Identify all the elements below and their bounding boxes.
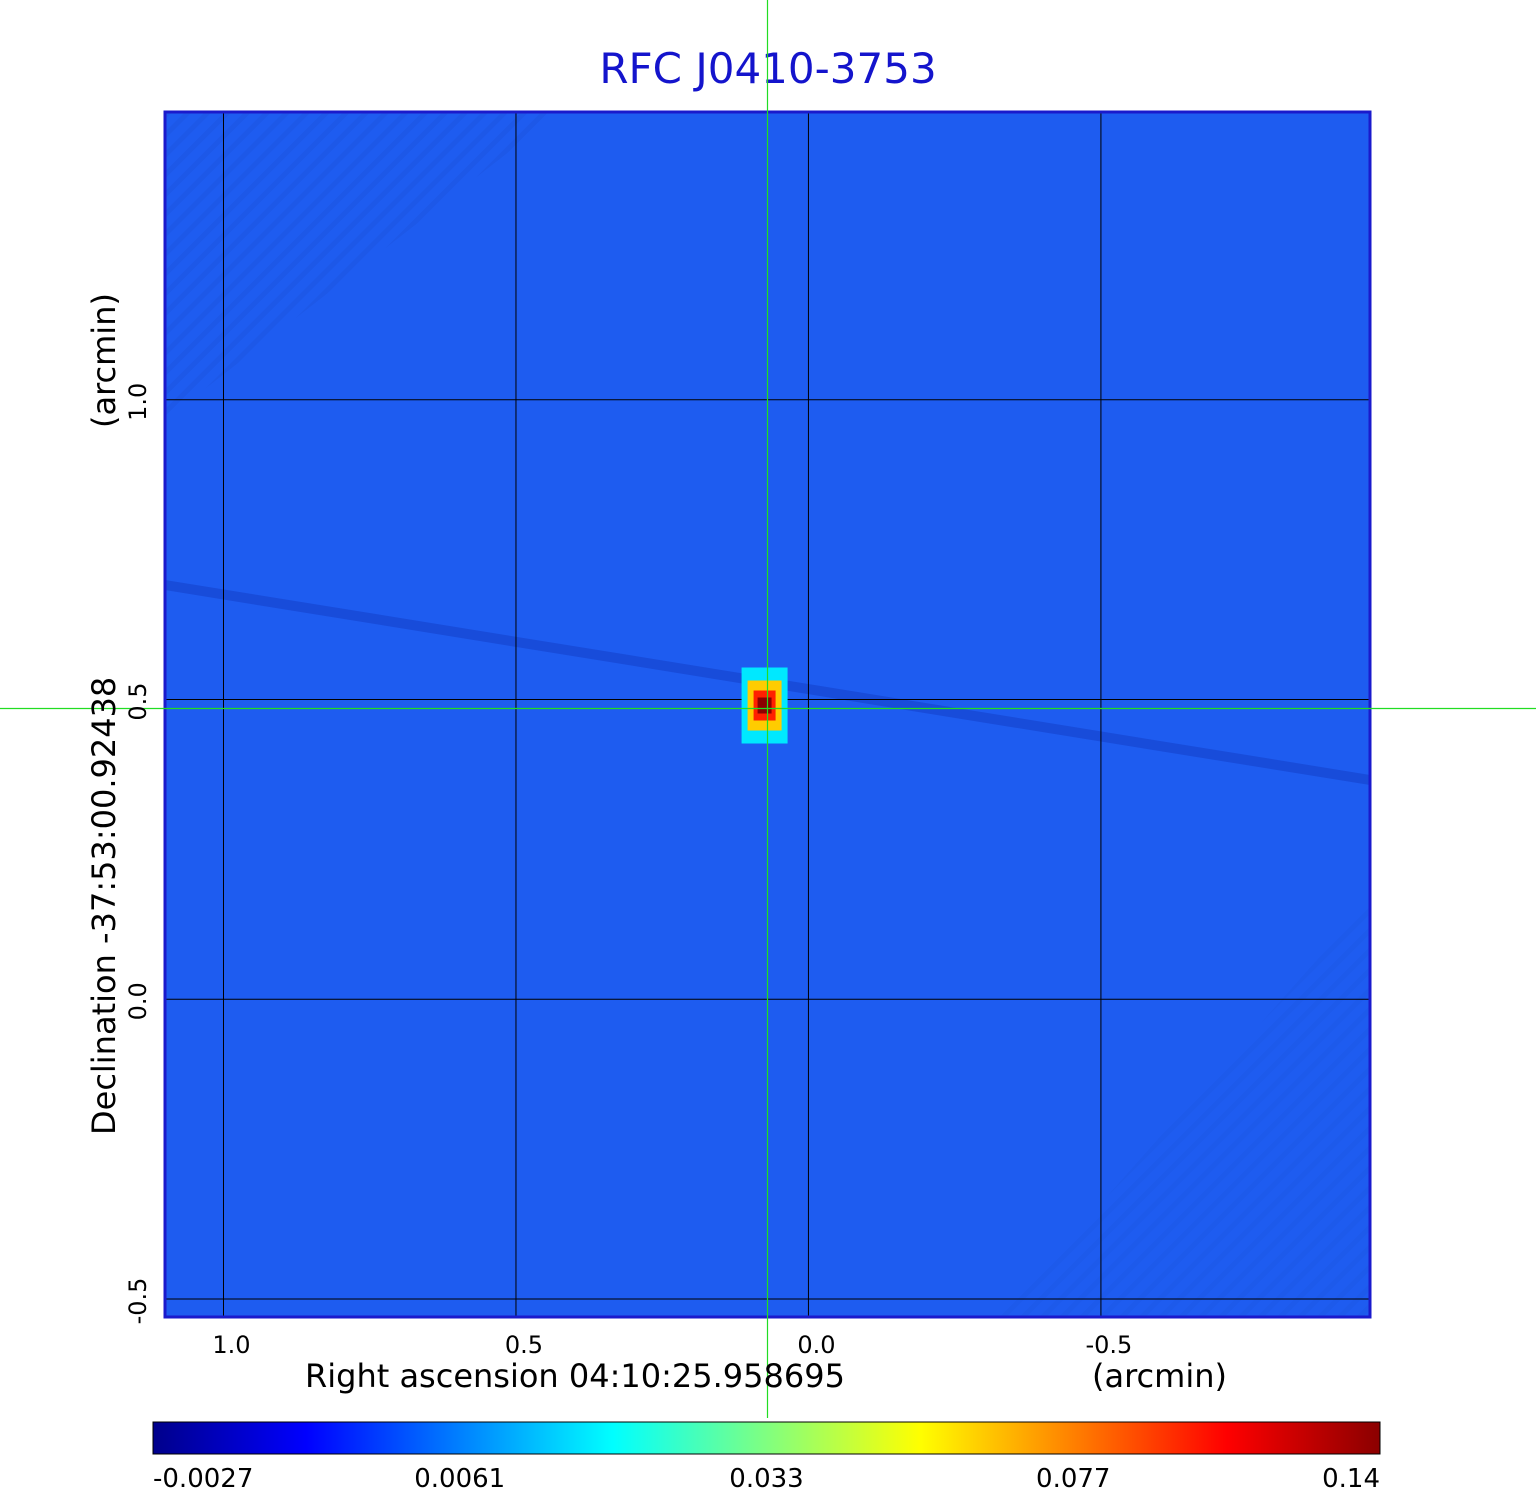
colorbar-tick-1: 0.0061 [414,1464,505,1494]
colorbar-tick-3: 0.077 [1036,1464,1110,1494]
y-tick-labels: -0.5 0.0 0.5 1.0 [124,383,152,1325]
source-peak [741,667,788,744]
y-tick-label-3: 1.0 [124,383,152,421]
y-tick-label-0: -0.5 [124,1278,152,1325]
colorbar-tick-4: 0.14 [1322,1464,1380,1494]
x-axis-unit: (arcmin) [1092,1357,1227,1395]
y-tick-label-1: 0.0 [124,982,152,1020]
heatmap-stripe-artifact [165,112,560,420]
colorbar [152,1421,1381,1455]
heatmap-stripe-artifact-lower [1000,900,1370,1317]
x-tick-label-2: 0.0 [797,1331,835,1359]
colorbar-tick-0: -0.0027 [153,1464,253,1494]
colorbar-tick-labels: -0.0027 0.0061 0.033 0.077 0.14 [153,1464,1380,1494]
x-axis-label: Right ascension 04:10:25.958695 [305,1357,845,1395]
y-axis-label: Declination -37:53:00.92438 [85,677,123,1135]
y-axis-unit: (arcmin) [85,293,123,428]
y-tick-label-2: 0.5 [124,682,152,720]
x-tick-label-1: 0.5 [505,1331,543,1359]
colorbar-tick-2: 0.033 [729,1464,803,1494]
x-tick-label-0: 1.0 [212,1331,250,1359]
x-tick-labels: 1.0 0.5 0.0 -0.5 [212,1331,1132,1359]
grid-lines [165,112,1370,1317]
x-tick-label-3: -0.5 [1086,1331,1133,1359]
